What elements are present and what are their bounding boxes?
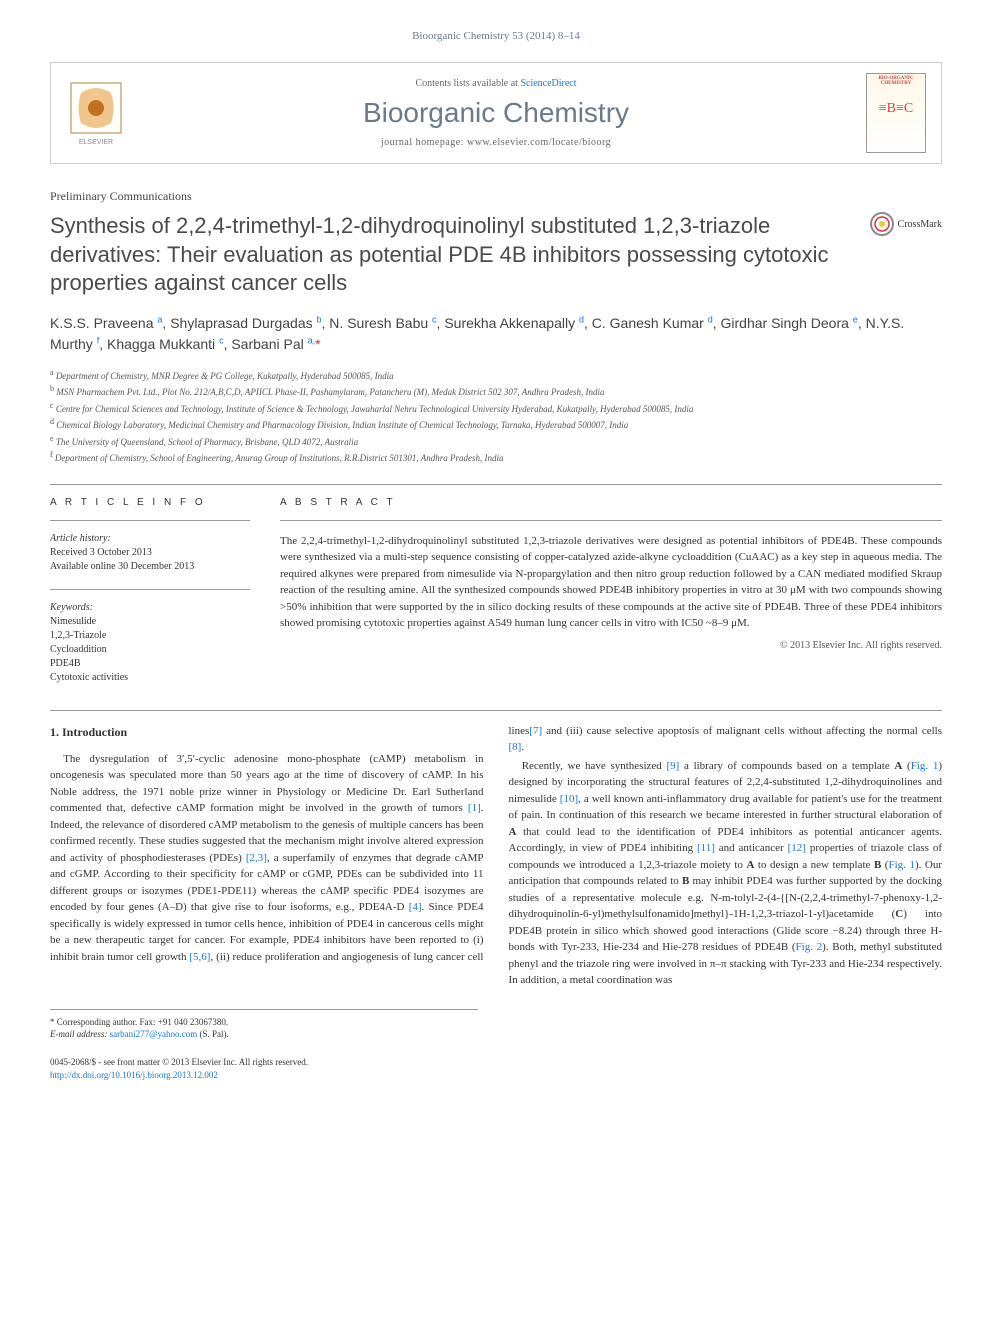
ref-1[interactable]: [1] [468, 802, 481, 814]
ref-9[interactable]: [9] [666, 760, 679, 772]
elsevier-logo: ELSEVIER [66, 78, 126, 148]
keyword: PDE4B [50, 657, 250, 671]
doi-link[interactable]: http://dx.doi.org/10.1016/j.bioorg.2013.… [50, 1070, 218, 1080]
ref-11[interactable]: [11] [697, 842, 715, 854]
sciencedirect-link[interactable]: ScienceDirect [520, 78, 576, 89]
affiliations-block: a Department of Chemistry, MNR Degree & … [50, 367, 942, 466]
author-list: K.S.S. Praveena a, Shylaprasad Durgadas … [50, 313, 942, 355]
section-label: Preliminary Communications [50, 189, 942, 204]
crossmark-icon [870, 212, 894, 236]
email-suffix: (S. Pal). [197, 1029, 229, 1039]
corresponding-label: * Corresponding author. Fax: +91 040 230… [50, 1016, 478, 1029]
homepage-url[interactable]: www.elsevier.com/locate/bioorg [467, 137, 611, 148]
ref-5-6[interactable]: [5,6] [189, 951, 210, 963]
ref-12[interactable]: [12] [788, 842, 806, 854]
keyword: Nimesulide [50, 615, 250, 629]
abstract-block: A B S T R A C T The 2,2,4-trimethyl-1,2-… [280, 497, 942, 685]
ref-7[interactable]: [7] [529, 725, 542, 737]
online-date: Available online 30 December 2013 [50, 560, 250, 574]
history-label: Article history: [50, 533, 250, 544]
body-columns: 1. Introduction The dysregulation of 3′,… [50, 723, 942, 989]
contents-prefix: Contents lists available at [415, 78, 520, 89]
elsevier-text: ELSEVIER [79, 139, 113, 146]
homepage-line: journal homepage: www.elsevier.com/locat… [126, 137, 866, 148]
keyword: 1,2,3-Triazole [50, 629, 250, 643]
article-info-heading: A R T I C L E I N F O [50, 497, 250, 508]
copyright-line: © 2013 Elsevier Inc. All rights reserved… [280, 640, 942, 651]
affiliation-line: a Department of Chemistry, MNR Degree & … [50, 367, 942, 384]
front-matter-line: 0045-2068/$ - see front matter © 2013 El… [50, 1056, 942, 1069]
intro-p2: Recently, we have synthesized [9] a libr… [509, 758, 943, 989]
affiliation-line: d Chemical Biology Laboratory, Medicinal… [50, 416, 942, 433]
affiliation-line: f Department of Chemistry, School of Eng… [50, 449, 942, 466]
ref-2-3[interactable]: [2,3] [246, 852, 267, 864]
corresponding-author-block: * Corresponding author. Fax: +91 040 230… [50, 1009, 478, 1041]
crossmark-label: CrossMark [898, 219, 942, 230]
homepage-prefix: journal homepage: [381, 137, 467, 148]
abstract-text: The 2,2,4-trimethyl-1,2-dihydroquinoliny… [280, 533, 942, 632]
contents-available-line: Contents lists available at ScienceDirec… [126, 78, 866, 89]
abstract-heading: A B S T R A C T [280, 497, 942, 508]
fig-2-link[interactable]: Fig. 2 [796, 941, 823, 953]
fig-1-link-a[interactable]: Fig. 1 [911, 760, 939, 772]
affiliation-line: b MSN Pharmachem Pvt. Ltd., Plot No. 212… [50, 383, 942, 400]
corresponding-email[interactable]: sarbani277@yahoo.com [110, 1029, 198, 1039]
affiliation-line: c Centre for Chemical Sciences and Techn… [50, 400, 942, 417]
article-info-block: A R T I C L E I N F O Article history: R… [50, 497, 250, 685]
journal-header-box: ELSEVIER Contents lists available at Sci… [50, 62, 942, 164]
journal-name: Bioorganic Chemistry [126, 97, 866, 129]
doi-block: 0045-2068/$ - see front matter © 2013 El… [50, 1056, 942, 1081]
divider [50, 484, 942, 485]
received-date: Received 3 October 2013 [50, 546, 250, 560]
ref-10[interactable]: [10] [560, 793, 578, 805]
affiliation-line: e The University of Queensland, School o… [50, 433, 942, 450]
header-center: Contents lists available at ScienceDirec… [126, 78, 866, 148]
journal-reference: Bioorganic Chemistry 53 (2014) 8–14 [50, 30, 942, 42]
intro-heading: 1. Introduction [50, 723, 484, 741]
email-label: E-mail address: [50, 1029, 110, 1039]
keyword: Cycloaddition [50, 643, 250, 657]
article-title: Synthesis of 2,2,4-trimethyl-1,2-dihydro… [50, 212, 855, 298]
keyword: Cytotoxic activities [50, 671, 250, 685]
fig-1-link-b[interactable]: Fig. 1 [888, 859, 914, 871]
keywords-label: Keywords: [50, 602, 250, 613]
cover-label: BIO-ORGANIC CHEMISTRY [869, 76, 923, 86]
crossmark-badge[interactable]: CrossMark [870, 212, 942, 236]
ref-4[interactable]: [4] [409, 901, 422, 913]
journal-cover-thumbnail: BIO-ORGANIC CHEMISTRY ≡B≡C [866, 73, 926, 153]
ref-8[interactable]: [8] [509, 741, 522, 753]
